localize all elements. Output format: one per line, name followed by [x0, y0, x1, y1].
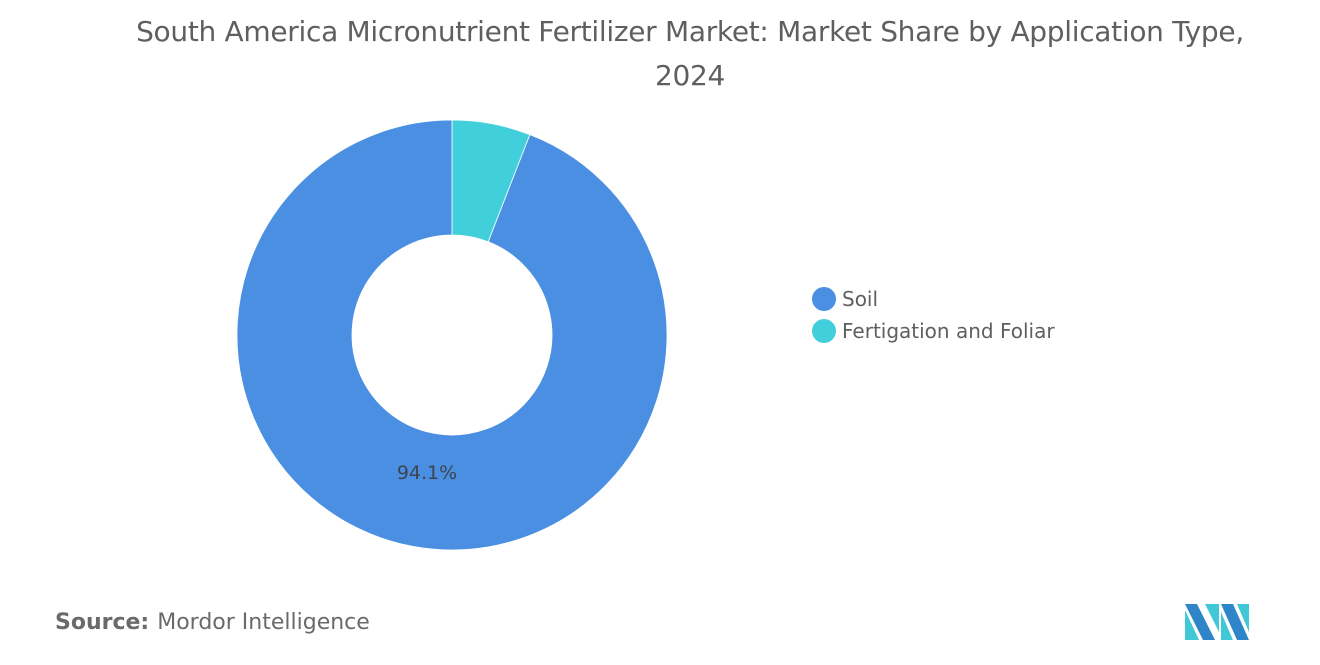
slice-soil[interactable] — [236, 119, 668, 551]
legend-label: Fertigation and Foliar — [842, 319, 1055, 343]
legend-label: Soil — [842, 287, 879, 311]
legend-item-soil[interactable]: Soil — [812, 283, 1055, 315]
donut-slices — [236, 119, 668, 551]
legend: Soil Fertigation and Foliar — [812, 283, 1055, 347]
legend-dot-icon — [812, 287, 836, 311]
legend-item-fertigation-and-foliar[interactable]: Fertigation and Foliar — [812, 315, 1055, 347]
source-name: Mordor Intelligence — [157, 610, 370, 635]
source-prefix: Source: — [55, 610, 150, 635]
slice-label-soil: 94.1% — [396, 462, 458, 484]
source-note: Source: Mordor Intelligence — [55, 610, 370, 635]
chart-title: South America Micronutrient Fertilizer M… — [136, 15, 1244, 92]
legend-dot-icon — [812, 319, 836, 343]
mordor-intelligence-logo-icon — [1185, 604, 1249, 640]
